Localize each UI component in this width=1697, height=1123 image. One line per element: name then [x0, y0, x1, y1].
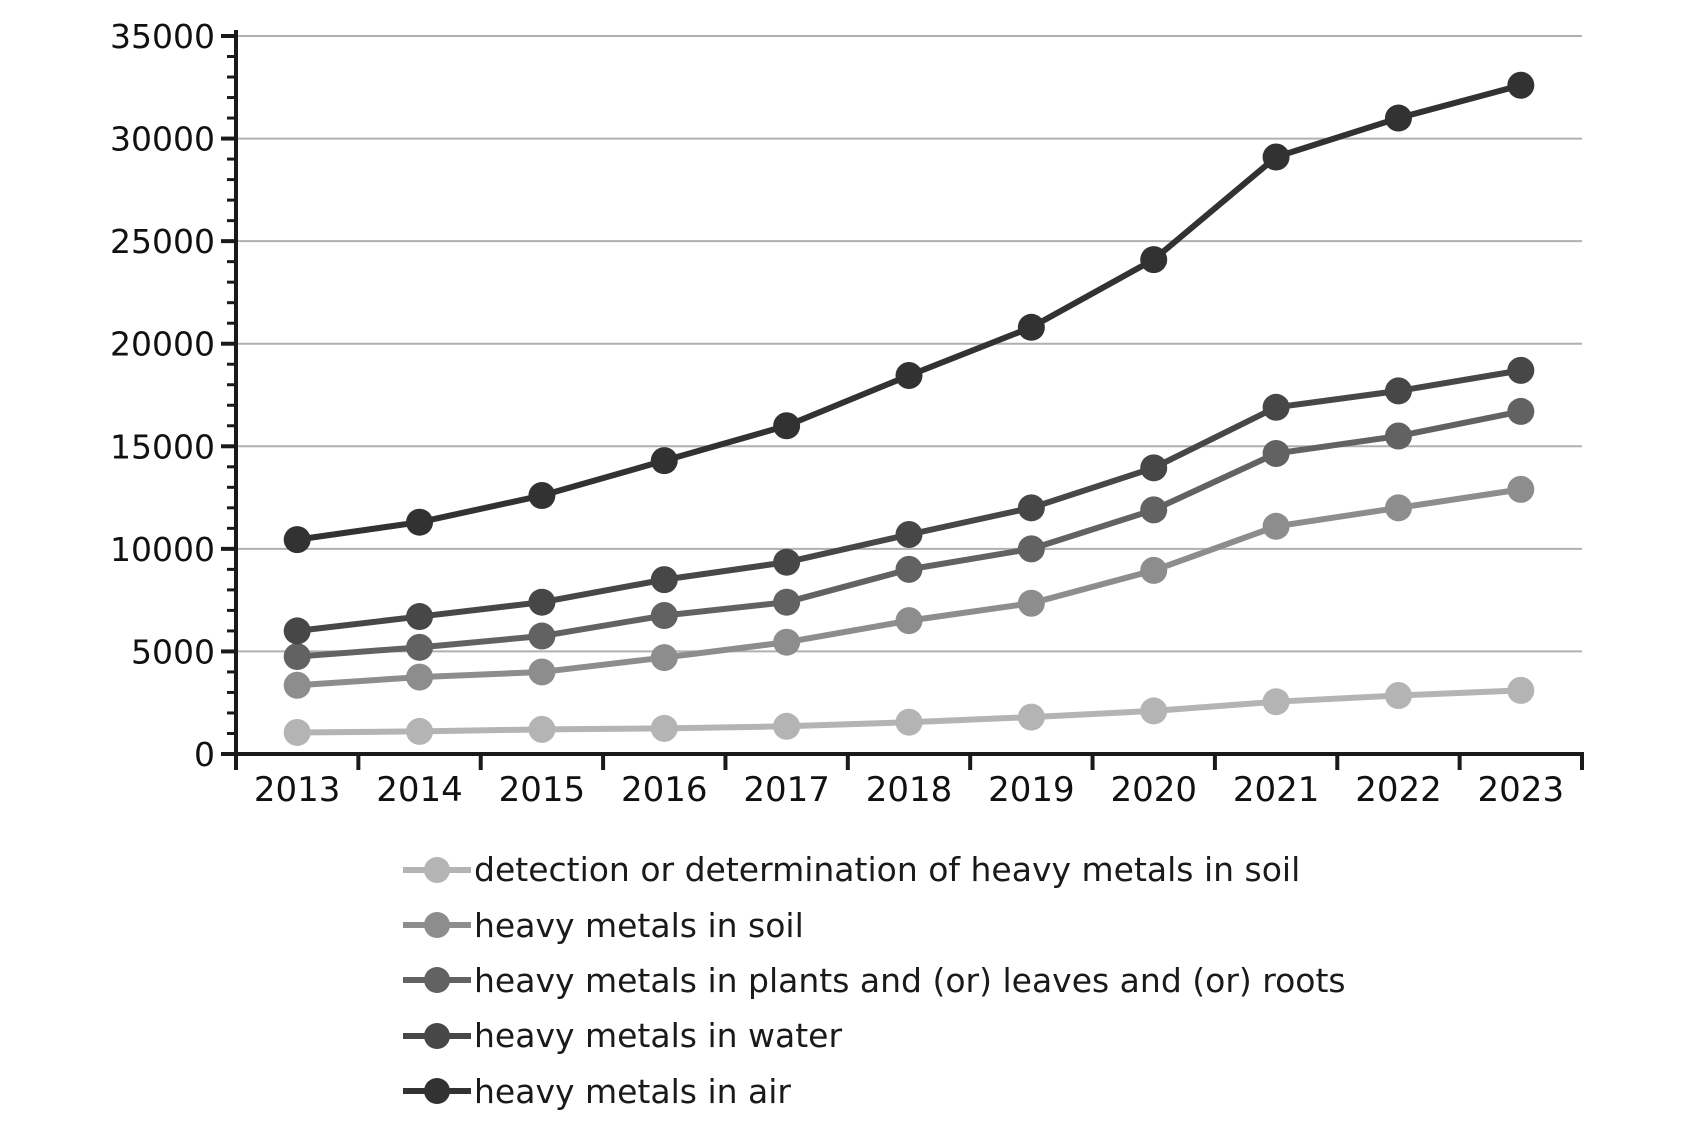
- x-tick-label: 2014: [376, 770, 463, 810]
- data-point: [1140, 496, 1168, 524]
- data-point: [283, 643, 311, 671]
- data-point: [528, 588, 556, 616]
- data-point: [1384, 494, 1412, 522]
- y-tick-label: 15000: [110, 427, 215, 466]
- x-tick-label: 2018: [866, 770, 953, 810]
- data-point: [1262, 688, 1290, 716]
- data-point: [283, 617, 311, 645]
- x-tick-label: 2013: [254, 770, 341, 810]
- y-tick-label: 5000: [131, 632, 215, 671]
- data-point: [650, 714, 678, 742]
- data-point: [895, 555, 923, 583]
- data-point: [406, 603, 434, 631]
- data-point: [1384, 377, 1412, 405]
- data-point: [650, 602, 678, 630]
- x-tick-label: 2020: [1110, 770, 1197, 810]
- legend-item: heavy metals in plants and (or) leaves a…: [403, 953, 1346, 1008]
- legend-item: heavy metals in water: [403, 1008, 1346, 1063]
- legend-marker-icon: [403, 856, 471, 883]
- legend-item: heavy metals in air: [403, 1064, 1346, 1119]
- y-tick-label: 0: [194, 735, 215, 774]
- x-tick-label: 2022: [1355, 770, 1442, 810]
- data-point: [773, 548, 801, 576]
- series-line-1: [294, 486, 1524, 689]
- legend-item: detection or determination of heavy meta…: [403, 842, 1346, 897]
- data-point: [773, 412, 801, 440]
- legend-label: heavy metals in soil: [474, 905, 804, 945]
- data-point: [1262, 439, 1290, 467]
- data-point: [1507, 71, 1535, 99]
- data-point: [1140, 697, 1168, 725]
- data-point: [283, 526, 311, 554]
- y-tick-label: 10000: [110, 530, 215, 569]
- data-point: [528, 622, 556, 650]
- data-point: [895, 362, 923, 390]
- x-tick-label: 2023: [1478, 770, 1565, 810]
- x-tick-label: 2015: [499, 770, 586, 810]
- data-point: [1017, 535, 1045, 563]
- data-point: [283, 671, 311, 699]
- data-point: [895, 607, 923, 635]
- data-point: [528, 482, 556, 510]
- data-point: [1140, 246, 1168, 274]
- data-point: [406, 717, 434, 745]
- series-line-4: [294, 82, 1524, 543]
- data-point: [773, 628, 801, 656]
- legend-label: heavy metals in plants and (or) leaves a…: [474, 960, 1346, 1000]
- data-point: [1017, 703, 1045, 731]
- data-point: [1384, 104, 1412, 132]
- data-point: [895, 520, 923, 548]
- legend-marker-icon: [403, 967, 471, 994]
- data-point: [1017, 589, 1045, 617]
- legend: detection or determination of heavy meta…: [403, 842, 1346, 1119]
- y-tick-label: 30000: [110, 120, 215, 159]
- legend-label: heavy metals in air: [474, 1071, 791, 1111]
- x-tick-label: 2019: [988, 770, 1075, 810]
- data-point: [1262, 393, 1290, 421]
- data-point: [1140, 454, 1168, 482]
- legend-label: detection or determination of heavy meta…: [474, 850, 1301, 890]
- series-line-3: [294, 367, 1524, 634]
- y-tick-label: 35000: [110, 17, 215, 56]
- data-point: [1262, 512, 1290, 540]
- data-point: [1507, 475, 1535, 503]
- y-tick-label: 25000: [110, 222, 215, 261]
- data-point: [406, 663, 434, 691]
- data-point: [895, 708, 923, 736]
- data-point: [1017, 313, 1045, 341]
- data-point: [528, 658, 556, 686]
- legend-marker-icon: [403, 912, 471, 939]
- data-point: [650, 447, 678, 475]
- data-point: [283, 718, 311, 746]
- data-point: [1262, 143, 1290, 171]
- legend-marker-icon: [403, 1078, 471, 1105]
- y-tick-label: 20000: [110, 325, 215, 364]
- data-point: [650, 566, 678, 594]
- data-point: [650, 644, 678, 672]
- x-tick-label: 2016: [621, 770, 708, 810]
- data-point: [528, 715, 556, 743]
- data-point: [1017, 494, 1045, 522]
- legend-marker-icon: [403, 1022, 471, 1049]
- data-point: [1507, 676, 1535, 704]
- data-point: [1384, 682, 1412, 710]
- data-point: [406, 508, 434, 536]
- data-point: [773, 712, 801, 740]
- legend-label: heavy metals in water: [474, 1016, 843, 1056]
- data-point: [406, 633, 434, 661]
- x-tick-label: 2017: [743, 770, 830, 810]
- data-point: [1140, 556, 1168, 584]
- data-point: [1507, 397, 1535, 425]
- data-point: [1507, 356, 1535, 384]
- data-point: [773, 588, 801, 616]
- data-point: [1384, 422, 1412, 450]
- x-tick-label: 2021: [1233, 770, 1320, 810]
- legend-item: heavy metals in soil: [403, 897, 1346, 952]
